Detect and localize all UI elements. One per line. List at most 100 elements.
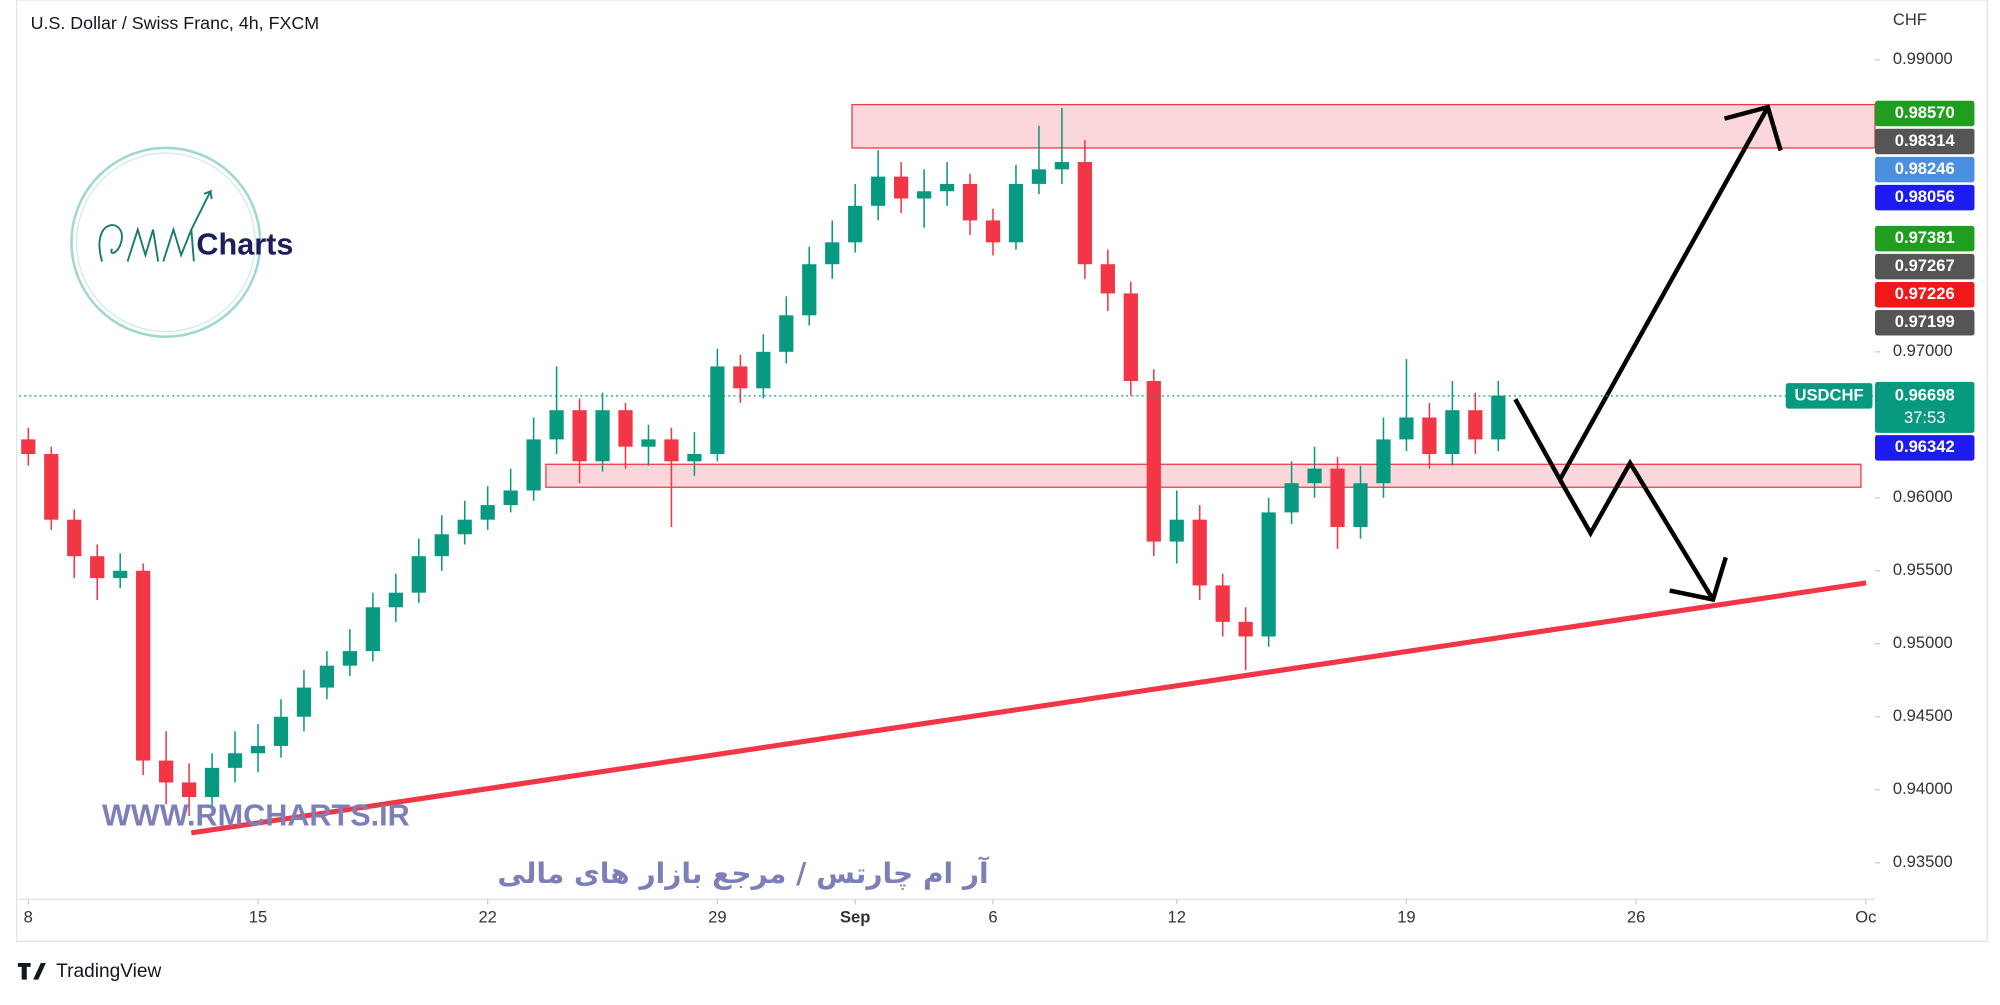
logo-arrow: [190, 189, 213, 231]
candle-body: [939, 183, 955, 192]
candle-body: [825, 242, 840, 265]
candle-body: [181, 782, 197, 798]
arrow-up: [1513, 106, 1770, 485]
arrows: [1513, 104, 1783, 603]
brand: TradingView: [17, 961, 162, 982]
x-tick-label: 12: [1168, 908, 1186, 927]
arrow-head: [1723, 104, 1783, 152]
candle-body: [1445, 410, 1460, 454]
candle-body: [480, 505, 495, 520]
candle-body: [319, 665, 335, 688]
price-label-box: [1875, 225, 1975, 252]
candle-body: [526, 439, 541, 491]
price-label: 0.98314: [1895, 131, 1956, 150]
logo-ring: [70, 146, 262, 339]
candle-body: [1146, 381, 1161, 542]
candle-body: [113, 570, 128, 579]
candle-body: [618, 410, 633, 447]
watermark: Charts WWW.RMCHARTS.IR آر ام چارتس / مرج…: [70, 146, 990, 890]
candle-body: [1307, 468, 1322, 484]
candle-body: [756, 351, 771, 389]
candle-body: [365, 607, 380, 652]
price-label-box: [1875, 100, 1975, 127]
candle-body: [733, 366, 748, 389]
candle-body: [434, 534, 449, 557]
y-tick-label: 0.97000: [1893, 341, 1953, 360]
candle-body: [916, 191, 932, 199]
price-label: 0.97199: [1895, 312, 1955, 331]
candle-body: [687, 453, 702, 462]
candle-body: [1238, 621, 1253, 637]
x-tick-label: 19: [1397, 908, 1415, 927]
candle-body: [44, 453, 59, 520]
symbol-label: USDCHF: [1795, 385, 1864, 404]
candle-body: [1491, 395, 1506, 440]
price-label-box: [1875, 253, 1975, 280]
y-unit-label: CHF: [1893, 10, 1927, 29]
brand-logo: [17, 963, 46, 980]
chart-title: U.S. Dollar / Swiss Franc, 4h, FXCM: [31, 13, 320, 33]
arrow-head: [1669, 556, 1728, 603]
y-tick-label: 0.95000: [1893, 633, 1953, 652]
current-price-label: 0.96698: [1895, 385, 1955, 404]
x-tick-label: 15: [249, 908, 267, 927]
candle-body: [641, 439, 656, 447]
candle-body: [90, 556, 105, 579]
candle-body: [1215, 585, 1230, 622]
candle-body: [1031, 169, 1047, 184]
candle-body: [503, 490, 518, 506]
x-tick-label: 29: [708, 908, 726, 927]
y-tick-label: 0.93500: [1893, 852, 1953, 871]
candle-body: [1192, 519, 1207, 586]
candle-body: [595, 410, 610, 462]
candle-body: [1284, 483, 1299, 513]
price-label: 0.98056: [1895, 187, 1955, 206]
candle-body: [1399, 417, 1414, 440]
candle-body: [549, 410, 564, 440]
price-label: 0.98246: [1895, 159, 1955, 178]
price-label-box: [1875, 128, 1975, 155]
candle-body: [871, 176, 886, 206]
candle-body: [67, 519, 82, 557]
price-label: 0.98570: [1895, 103, 1955, 122]
price-label-box: [1875, 156, 1975, 183]
watermark-url: WWW.RMCHARTS.IR: [102, 799, 410, 833]
arrow-down: [1558, 458, 1715, 601]
candle-body: [411, 556, 426, 593]
candle-body: [21, 439, 36, 454]
trendline: [190, 580, 1867, 836]
logo-script: [98, 224, 195, 262]
candle-body: [388, 592, 403, 608]
x-tick-label: 6: [988, 908, 997, 927]
price-label: 0.97381: [1895, 228, 1955, 247]
candle-body: [710, 366, 725, 454]
y-tick-label: 0.94500: [1893, 706, 1953, 725]
candle-body: [848, 205, 863, 243]
logo-text: Charts: [196, 227, 293, 261]
x-tick-label: Sep: [840, 908, 870, 927]
x-tick-label: 26: [1627, 908, 1645, 927]
y-tick-label: 0.95500: [1893, 560, 1953, 579]
price-label-box: [1875, 310, 1975, 336]
x-tick-label: 22: [478, 908, 496, 927]
candle-body: [572, 410, 587, 462]
candle-body: [296, 687, 312, 717]
candle-body: [1123, 293, 1138, 382]
price-label-box: [1875, 184, 1975, 211]
current-price-box: [1875, 381, 1975, 433]
candle-body: [1330, 468, 1345, 527]
candle-body: [250, 745, 266, 754]
resistance-zone: [851, 103, 1876, 149]
candle-body: [779, 315, 794, 352]
x-tick-label: 8: [24, 908, 33, 927]
candle-body: [1054, 162, 1070, 170]
candle-body: [457, 519, 472, 535]
countdown: 37:53: [1904, 408, 1946, 427]
price-label: 0.96342: [1895, 437, 1955, 456]
candle-body: [159, 760, 174, 783]
price-label-box: [1875, 281, 1975, 308]
candle-body: [227, 753, 243, 768]
y-tick-label: 0.94000: [1893, 779, 1953, 798]
candle-body: [802, 264, 817, 316]
